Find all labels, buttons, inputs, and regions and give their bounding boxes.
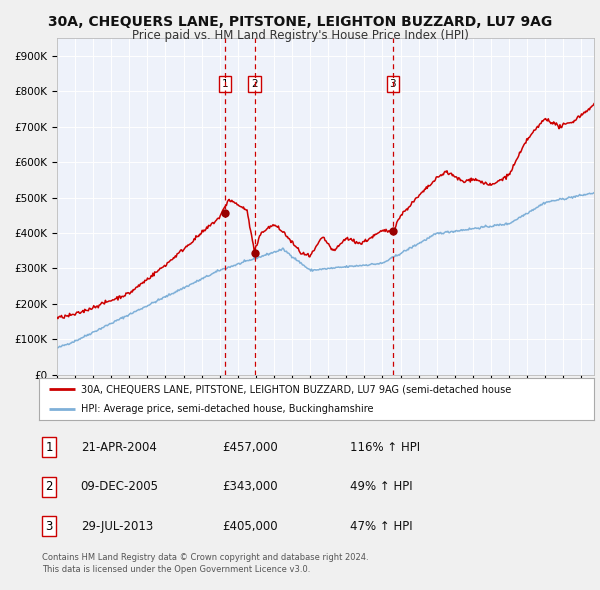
Text: 29-JUL-2013: 29-JUL-2013 — [80, 520, 153, 533]
Text: 30A, CHEQUERS LANE, PITSTONE, LEIGHTON BUZZARD, LU7 9AG: 30A, CHEQUERS LANE, PITSTONE, LEIGHTON B… — [48, 15, 552, 29]
Text: 09-DEC-2005: 09-DEC-2005 — [80, 480, 158, 493]
Text: 1: 1 — [45, 441, 53, 454]
Text: 2: 2 — [45, 480, 53, 493]
Text: £405,000: £405,000 — [222, 520, 278, 533]
Text: 2: 2 — [251, 80, 258, 89]
Text: 116% ↑ HPI: 116% ↑ HPI — [350, 441, 420, 454]
Text: Price paid vs. HM Land Registry's House Price Index (HPI): Price paid vs. HM Land Registry's House … — [131, 29, 469, 42]
Text: 49% ↑ HPI: 49% ↑ HPI — [350, 480, 412, 493]
Text: 47% ↑ HPI: 47% ↑ HPI — [350, 520, 412, 533]
Text: £343,000: £343,000 — [222, 480, 278, 493]
Text: 3: 3 — [389, 80, 396, 89]
Text: 30A, CHEQUERS LANE, PITSTONE, LEIGHTON BUZZARD, LU7 9AG (semi-detached house: 30A, CHEQUERS LANE, PITSTONE, LEIGHTON B… — [80, 384, 511, 394]
Text: 1: 1 — [222, 80, 229, 89]
Text: 3: 3 — [46, 520, 53, 533]
Text: This data is licensed under the Open Government Licence v3.0.: This data is licensed under the Open Gov… — [42, 565, 310, 573]
Text: 21-APR-2004: 21-APR-2004 — [80, 441, 157, 454]
Text: £457,000: £457,000 — [222, 441, 278, 454]
Text: HPI: Average price, semi-detached house, Buckinghamshire: HPI: Average price, semi-detached house,… — [80, 405, 373, 414]
Text: Contains HM Land Registry data © Crown copyright and database right 2024.: Contains HM Land Registry data © Crown c… — [42, 553, 368, 562]
